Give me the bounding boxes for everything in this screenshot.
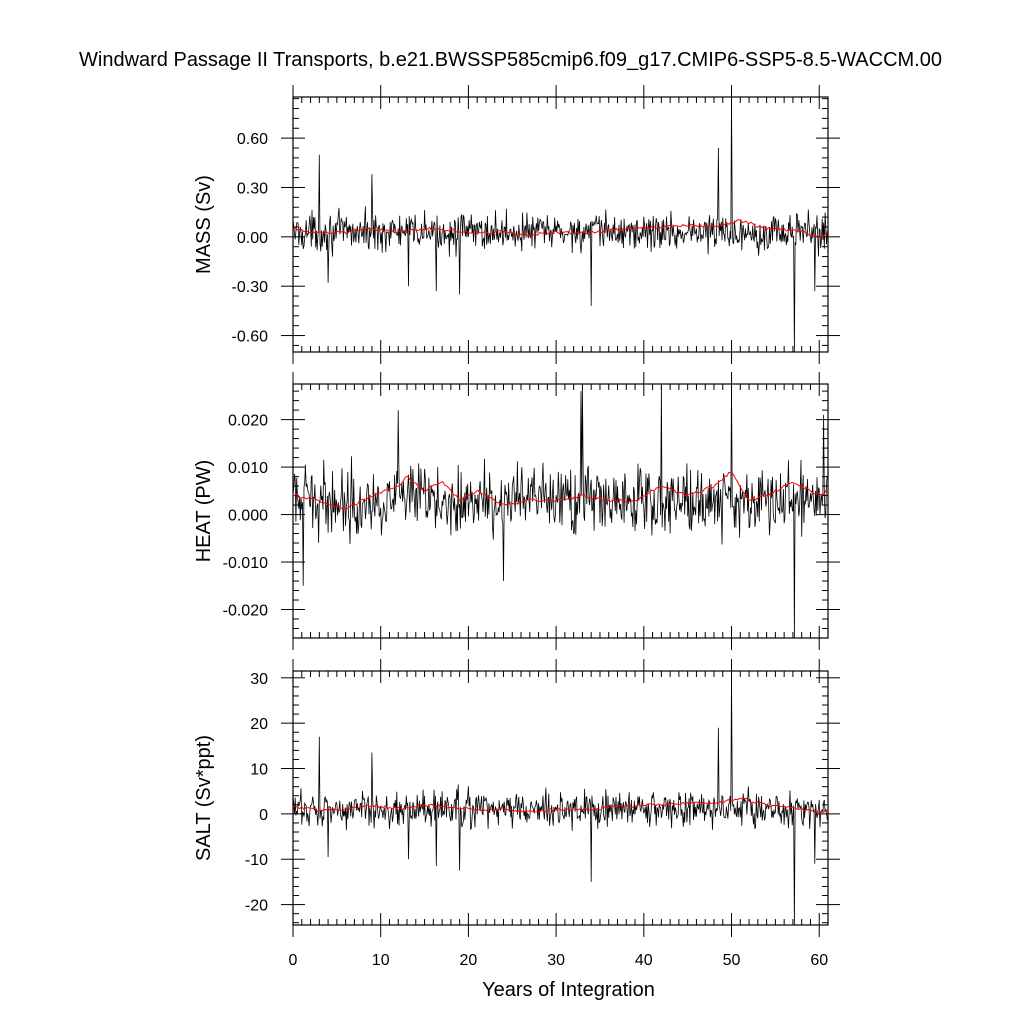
- y-axis-label: HEAT (PW): [193, 460, 215, 563]
- y-tick-label: 0.60: [237, 131, 268, 148]
- series-raw-line: [293, 671, 828, 925]
- chart-title: Windward Passage II Transports, b.e21.BW…: [79, 49, 942, 71]
- y-tick-label: 20: [250, 716, 268, 733]
- y-tick-label: -0.010: [223, 555, 268, 572]
- x-axis-label: Years of Integration: [482, 979, 655, 1001]
- y-axis-label: MASS (Sv): [193, 175, 215, 274]
- y-tick-label: -10: [245, 852, 268, 869]
- y-tick-label: 0.30: [237, 180, 268, 197]
- y-tick-label: -0.020: [223, 603, 268, 620]
- y-tick-label: -0.30: [232, 279, 269, 296]
- x-tick-label: 50: [723, 952, 741, 969]
- panels: 0.60 0.30 0.00 -0.30 -0.60 MASS (Sv) 0.020 0.01…: [193, 85, 840, 1001]
- panel-2: 30 20 10 0 -10 -20 SALT (Sv*ppt) 0 10 20 30 40 50 60 Y…: [193, 659, 840, 1001]
- series-smooth-line: [293, 219, 828, 238]
- series-smooth-line: [293, 471, 828, 510]
- y-tick-label: 10: [250, 762, 268, 779]
- x-tick-label: 0: [289, 952, 298, 969]
- y-tick-label: 0.010: [228, 460, 268, 477]
- x-tick-label: 10: [372, 952, 390, 969]
- x-tick-label: 20: [460, 952, 478, 969]
- y-tick-label: 0.020: [228, 413, 268, 430]
- y-tick-label: 0.000: [228, 508, 268, 525]
- y-tick-label: 0: [259, 807, 268, 824]
- panel-0: 0.60 0.30 0.00 -0.30 -0.60 MASS (Sv): [193, 85, 840, 364]
- series-raw-line: [293, 384, 828, 638]
- x-tick-label: 40: [635, 952, 653, 969]
- x-tick-label: 30: [547, 952, 565, 969]
- x-tick-label: 60: [810, 952, 828, 969]
- plot-area: [293, 97, 828, 352]
- plot-frame: [292, 96, 829, 353]
- y-tick-label: -0.60: [232, 329, 269, 346]
- y-tick-label: 0.00: [237, 230, 268, 247]
- y-axis-label: SALT (Sv*ppt): [193, 735, 215, 861]
- y-tick-label: 30: [250, 671, 268, 688]
- series-smooth-line: [293, 797, 828, 815]
- panel-1: 0.020 0.010 0.000 -0.010 -0.020 HEAT (PW): [193, 372, 840, 650]
- plot-area: [293, 384, 828, 638]
- plot-area: [293, 671, 828, 925]
- plot-frame: [292, 383, 829, 639]
- y-tick-label: -20: [245, 898, 268, 915]
